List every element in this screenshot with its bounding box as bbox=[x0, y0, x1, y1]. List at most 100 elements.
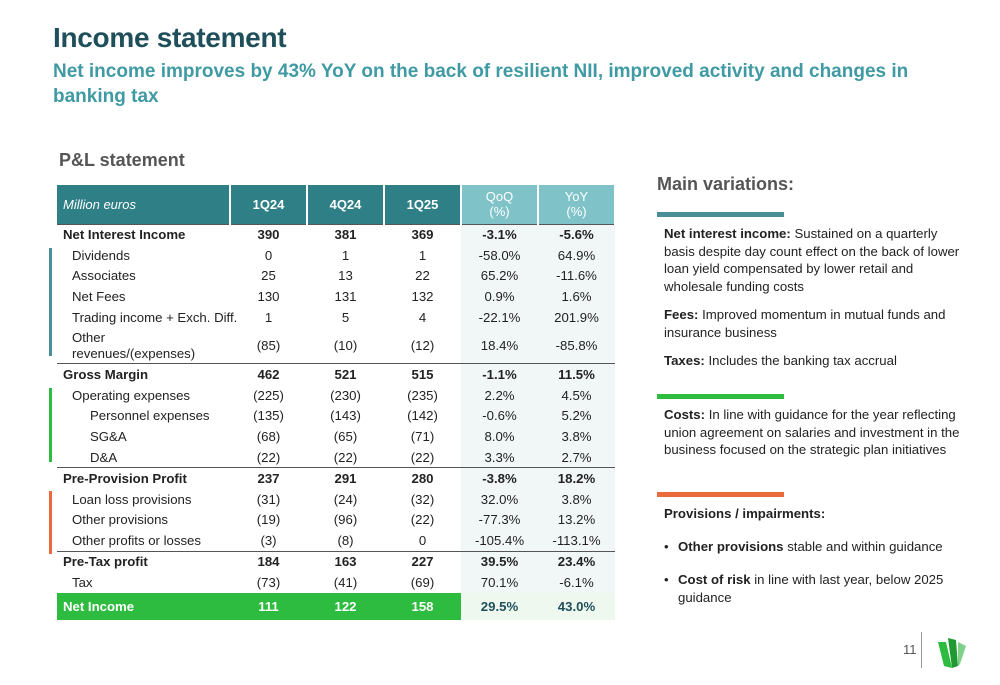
table-row: Other profits or losses (3) (8) 0 -105.4… bbox=[57, 530, 615, 552]
cell-1q25: 4 bbox=[418, 310, 427, 326]
row-label: Other profits or losses bbox=[72, 533, 201, 548]
cell-4q24: 521 bbox=[307, 363, 384, 385]
cell-1q25: (235) bbox=[407, 387, 438, 403]
row-label: Other provisions bbox=[72, 512, 169, 528]
table-row: Pre-Provision Profit 237 291 280 -3.8% 1… bbox=[57, 467, 615, 489]
table-row: Operating expenses (225) (230) (235) 2.2… bbox=[57, 384, 615, 406]
nii-label: Net interest income: bbox=[664, 226, 791, 241]
row-label: Net Interest Income bbox=[57, 223, 230, 245]
revenue-group-bar bbox=[49, 248, 52, 356]
cell-1q25: (32) bbox=[410, 491, 435, 507]
cell-1q24: 1 bbox=[264, 310, 273, 326]
cell-qoq: 18.4% bbox=[461, 327, 538, 364]
taxes-note: Taxes: Includes the banking tax accrual bbox=[664, 352, 964, 370]
bullet-other-provisions: • Other provisions stable and within gui… bbox=[664, 538, 964, 556]
cell-1q25: (69) bbox=[410, 574, 435, 590]
cell-qoq: 32.0% bbox=[461, 488, 538, 510]
header-yoy: YoY (%) bbox=[538, 185, 616, 224]
cell-1q25: 515 bbox=[384, 363, 461, 385]
cell-1q25: 132 bbox=[411, 289, 434, 305]
cell-qoq: 0.9% bbox=[461, 286, 538, 308]
cell-1q25: 22 bbox=[415, 268, 430, 284]
cell-1q24: (22) bbox=[256, 449, 281, 465]
taxes-text: Includes the banking tax accrual bbox=[704, 353, 897, 368]
cell-qoq: 65.2% bbox=[461, 265, 538, 287]
cell-qoq: 29.5% bbox=[461, 592, 538, 620]
cell-1q24: 111 bbox=[230, 592, 307, 620]
table-row: Personnel expenses (135) (143) (142) -0.… bbox=[57, 405, 615, 427]
cell-1q25: 369 bbox=[384, 223, 461, 245]
cell-4q24: (65) bbox=[333, 429, 358, 445]
taxes-label: Taxes: bbox=[664, 353, 705, 368]
cell-1q25: 0 bbox=[418, 533, 427, 548]
row-label: D&A bbox=[90, 449, 118, 465]
cell-qoq: 3.3% bbox=[461, 447, 538, 468]
cell-4q24: 163 bbox=[307, 550, 384, 572]
cell-1q25: 158 bbox=[384, 592, 461, 620]
cell-yoy: 5.2% bbox=[538, 405, 615, 427]
row-label: Personnel expenses bbox=[90, 408, 210, 424]
cell-qoq: 39.5% bbox=[461, 550, 538, 572]
cell-4q24: (41) bbox=[333, 574, 358, 590]
row-label: Net Fees bbox=[72, 289, 126, 305]
row-label: Tax bbox=[72, 574, 93, 590]
cell-1q24: (225) bbox=[253, 387, 284, 403]
cell-1q24: 184 bbox=[230, 550, 307, 572]
row-label: Associates bbox=[72, 268, 136, 284]
cell-yoy: 11.5% bbox=[538, 363, 615, 385]
orange-divider bbox=[657, 492, 784, 497]
costs-note: Costs: In line with guidance for the yea… bbox=[664, 406, 964, 459]
nii-note: Net interest income: Sustained on a quar… bbox=[664, 225, 964, 295]
cell-yoy: 4.5% bbox=[538, 384, 615, 406]
costs-group-bar bbox=[49, 388, 52, 462]
cell-1q24: (135) bbox=[253, 408, 284, 424]
pl-section-title: P&L statement bbox=[59, 150, 185, 170]
cell-4q24: (230) bbox=[330, 387, 361, 403]
costs-text: In line with guidance for the year refle… bbox=[664, 407, 960, 457]
table-row: D&A (22) (22) (22) 3.3% 2.7% bbox=[57, 447, 615, 468]
cell-4q24: 291 bbox=[307, 467, 384, 489]
cell-qoq: -22.1% bbox=[461, 307, 538, 328]
provisions-group-bar bbox=[49, 491, 52, 554]
cell-4q24: 381 bbox=[307, 223, 384, 245]
header-1q25: 1Q25 bbox=[384, 185, 462, 224]
cell-1q24: 25 bbox=[261, 268, 276, 284]
table-row: Pre-Tax profit 184 163 227 39.5% 23.4% bbox=[57, 550, 615, 572]
cell-qoq: -58.0% bbox=[461, 244, 538, 266]
cell-4q24: (10) bbox=[333, 338, 358, 354]
cell-4q24: 131 bbox=[334, 289, 357, 305]
table-row: Tax (73) (41) (69) 70.1% -6.1% bbox=[57, 571, 615, 593]
fees-text: Improved momentum in mutual funds and in… bbox=[664, 307, 946, 340]
cell-yoy: 3.8% bbox=[538, 426, 615, 448]
teal-divider bbox=[657, 212, 784, 217]
bullet-dot: • bbox=[664, 539, 669, 554]
row-label: Operating expenses bbox=[72, 387, 191, 403]
table-row: Trading income + Exch. Diff. 1 5 4 -22.1… bbox=[57, 307, 615, 328]
cell-qoq: 2.2% bbox=[461, 384, 538, 406]
cell-1q24: 390 bbox=[230, 223, 307, 245]
cell-1q25: (12) bbox=[410, 338, 435, 354]
costs-label: Costs: bbox=[664, 407, 706, 422]
cell-yoy: -113.1% bbox=[538, 530, 615, 552]
cell-yoy: 23.4% bbox=[538, 550, 615, 572]
nii-text: Sustained on a quarterly basis despite d… bbox=[664, 226, 960, 294]
cell-4q24: (143) bbox=[330, 408, 361, 424]
page-subtitle: Net income improves by 43% YoY on the ba… bbox=[53, 61, 909, 107]
cell-4q24: (22) bbox=[333, 449, 358, 465]
header-1q24: 1Q24 bbox=[230, 185, 308, 224]
cell-1q25: (71) bbox=[410, 429, 435, 445]
header-label: Million euros bbox=[57, 185, 231, 224]
cell-4q24: 1 bbox=[341, 247, 350, 263]
cell-1q25: 227 bbox=[384, 550, 461, 572]
row-label: Loan loss provisions bbox=[72, 491, 192, 507]
cell-4q24: 122 bbox=[307, 592, 384, 620]
b1-label: Other provisions bbox=[678, 539, 784, 554]
table-row: Gross Margin 462 521 515 -1.1% 11.5% bbox=[57, 363, 615, 385]
fees-label: Fees: bbox=[664, 307, 699, 322]
provisions-title: Provisions / impairments: bbox=[664, 506, 826, 521]
pl-table: Million euros 1Q24 4Q24 1Q25 QoQ (%) YoY(… bbox=[57, 185, 616, 620]
cell-yoy: 64.9% bbox=[538, 244, 615, 266]
cell-yoy: -11.6% bbox=[538, 265, 615, 287]
green-divider bbox=[657, 394, 784, 399]
footer-divider bbox=[921, 632, 922, 668]
